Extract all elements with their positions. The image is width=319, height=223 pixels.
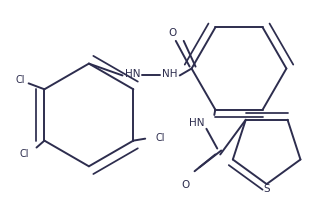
Text: NH: NH [162, 70, 178, 79]
Text: O: O [182, 180, 190, 190]
Text: Cl: Cl [155, 133, 165, 143]
Text: O: O [169, 28, 177, 38]
Text: Cl: Cl [19, 149, 29, 159]
Text: HN: HN [189, 118, 204, 128]
Text: Cl: Cl [15, 75, 25, 85]
Text: HN: HN [125, 70, 140, 79]
Text: S: S [263, 184, 270, 194]
